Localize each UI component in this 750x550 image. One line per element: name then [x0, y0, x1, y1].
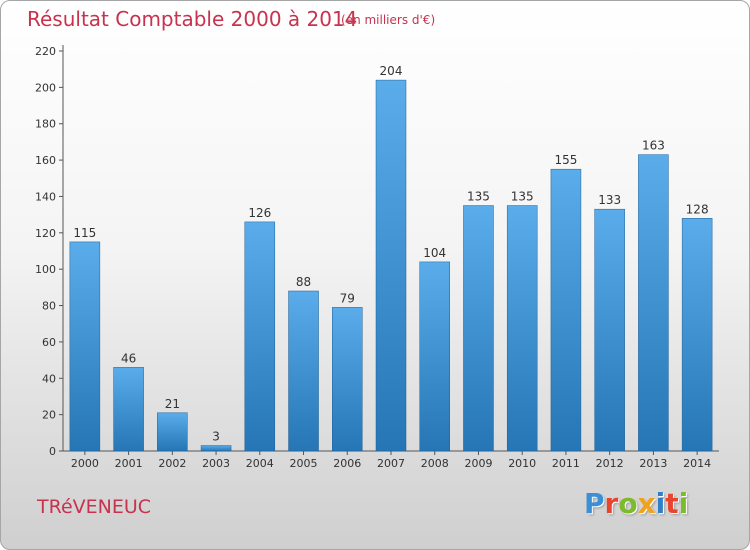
- y-tick-label: 100: [35, 263, 56, 276]
- x-tick-label: 2009: [464, 457, 492, 470]
- y-tick-label: 20: [42, 409, 56, 422]
- data-label-2014: 128: [686, 202, 709, 216]
- bar-2009: [463, 205, 494, 452]
- bar-2010: [506, 205, 538, 452]
- data-label-2003: 3: [212, 430, 220, 444]
- bar-2003: [200, 445, 232, 452]
- bar-2013: [638, 154, 669, 452]
- data-label-2006: 79: [340, 291, 355, 305]
- logo-letter: i: [655, 487, 666, 520]
- x-tick-label: 2006: [333, 457, 361, 470]
- y-tick-label: 160: [35, 154, 56, 167]
- data-label-2009: 135: [467, 190, 490, 204]
- data-label-2005: 88: [296, 275, 311, 289]
- logo-letter: t: [665, 487, 679, 520]
- data-label-2008: 104: [423, 246, 446, 260]
- chart-bars: [69, 79, 713, 452]
- bar-2014: [681, 218, 713, 452]
- logo-letter: i: [678, 487, 689, 520]
- commune-name: TRéVENEUC: [37, 496, 152, 518]
- y-tick-label: 80: [42, 300, 56, 313]
- data-label-2012: 133: [598, 193, 621, 207]
- data-label-2010: 135: [511, 190, 534, 204]
- bar-2004: [244, 221, 276, 452]
- data-label-2013: 163: [642, 139, 665, 153]
- x-tick-label: 2010: [508, 457, 536, 470]
- x-tick-label: 2013: [639, 457, 667, 470]
- bar-2001: [113, 367, 144, 452]
- x-tick-label: 2000: [71, 457, 99, 470]
- y-tick-label: 140: [35, 190, 56, 203]
- x-tick-label: 2008: [421, 457, 449, 470]
- y-tick-label: 200: [35, 81, 56, 94]
- y-tick-label: 180: [35, 118, 56, 131]
- data-label-2002: 21: [165, 397, 180, 411]
- y-tick-label: 220: [35, 45, 56, 58]
- bar-2002: [157, 412, 188, 452]
- chart-labels: 115 46 21 3 126 88 79 204 104 135 135 155 133 163 128: [73, 64, 708, 443]
- data-label-2004: 126: [248, 206, 271, 220]
- y-tick-label: 0: [49, 445, 56, 458]
- bar-2012: [594, 208, 625, 452]
- x-tick-label: 2001: [115, 457, 143, 470]
- logo-letter: r: [604, 487, 619, 520]
- x-tick-label: 2011: [552, 457, 580, 470]
- bar-2000: [69, 241, 101, 452]
- x-tick-label: 2007: [377, 457, 405, 470]
- data-label-2000: 115: [73, 226, 96, 240]
- logo-letter: o: [618, 487, 638, 520]
- y-tick-label: 40: [42, 372, 56, 385]
- y-tick-label: 60: [42, 336, 56, 349]
- proxiti-logo: Proxiti: [584, 487, 688, 520]
- bar-2008: [419, 261, 450, 452]
- chart-axes: 0 20 40 60 80 100 120 140 160 180 200 220 2000 2001 20…: [35, 45, 719, 470]
- chart-unit: (en milliers d'€): [341, 13, 436, 27]
- y-tick-label: 120: [35, 227, 56, 240]
- bar-2011: [550, 168, 582, 452]
- logo-letter: x: [637, 487, 656, 520]
- bar-2005: [288, 290, 319, 452]
- chart-title: Résultat Comptable 2000 à 2014: [27, 7, 358, 31]
- data-label-2007: 204: [380, 64, 403, 78]
- data-label-2011: 155: [554, 153, 577, 167]
- x-tick-label: 2014: [683, 457, 711, 470]
- x-tick-label: 2003: [202, 457, 230, 470]
- x-tick-label: 2005: [290, 457, 318, 470]
- data-label-2001: 46: [121, 351, 136, 365]
- bar-2006: [332, 307, 363, 452]
- x-tick-label: 2012: [596, 457, 624, 470]
- x-tick-label: 2002: [158, 457, 186, 470]
- x-tick-label: 2004: [246, 457, 274, 470]
- logo-letter: P: [584, 487, 605, 520]
- bar-2007: [375, 79, 407, 452]
